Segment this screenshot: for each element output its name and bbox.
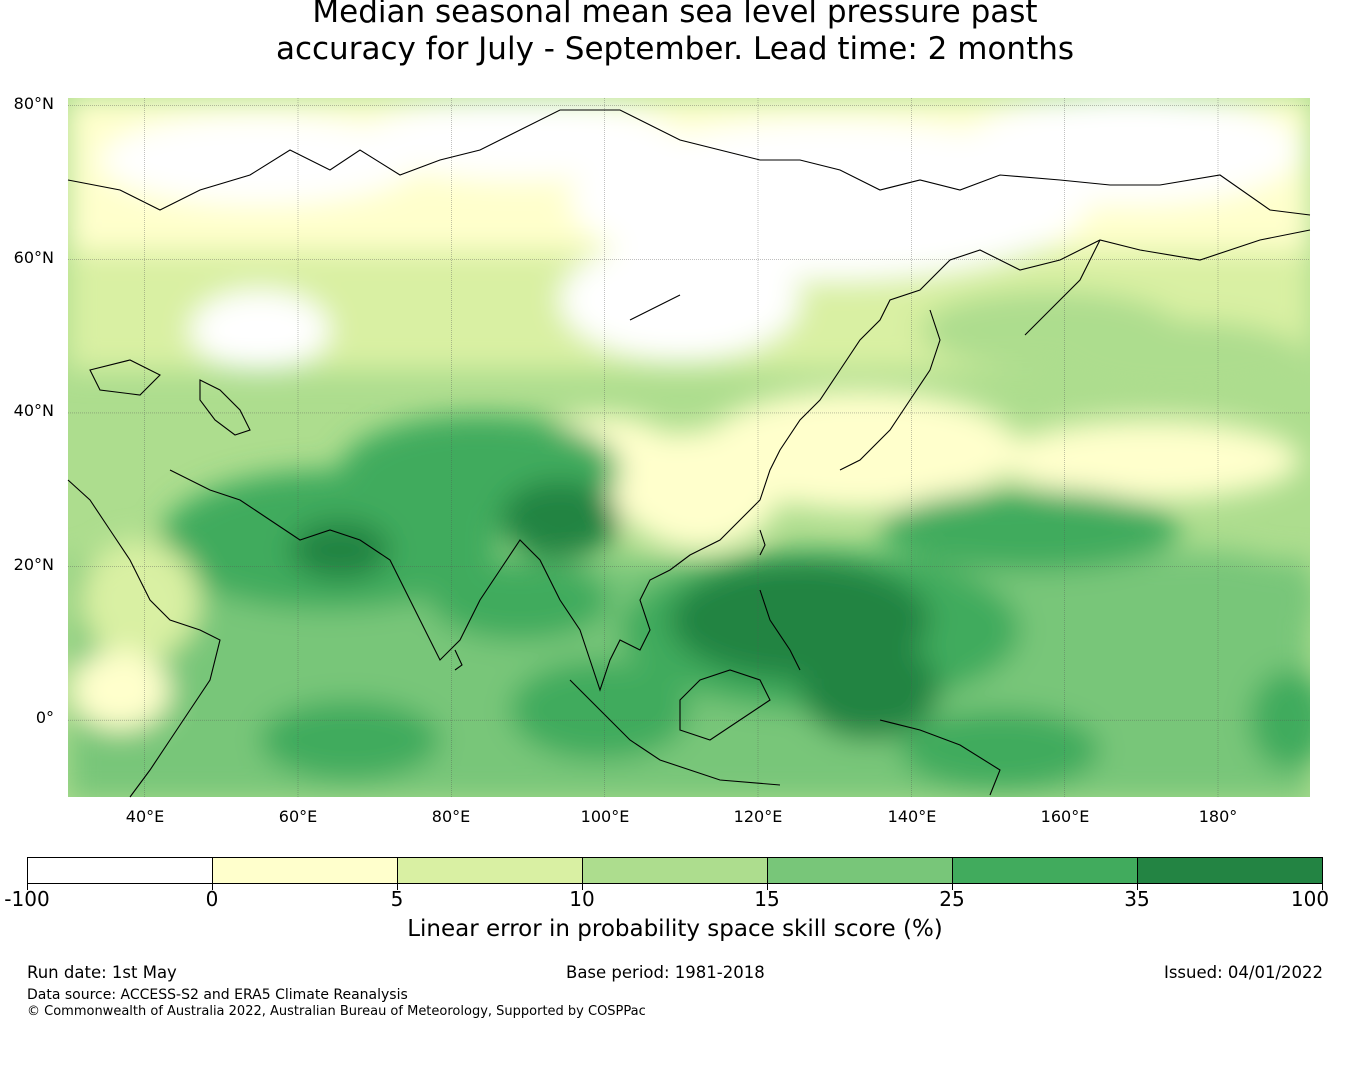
coastline-philippines [759, 589, 801, 671]
colorbar-tick-label-25: 25 [939, 887, 965, 911]
colorbar-tick [582, 884, 583, 890]
colorbar-tick-label-0: 0 [205, 887, 219, 911]
skill-score-map [67, 98, 1311, 798]
colorbar-tick [27, 884, 28, 890]
lat-label-80: 80°N [13, 94, 54, 113]
issued-date: Issued: 04/01/2022 [1163, 963, 1323, 982]
colorbar-tick [952, 884, 953, 890]
colorbar-label: Linear error in probability space skill … [407, 916, 943, 942]
lat-label-20: 20°N [13, 555, 54, 574]
lon-label-80: 80°E [431, 807, 471, 826]
colorbar-tick [1322, 884, 1323, 890]
colorbar-segment [398, 858, 583, 883]
coastline-borneo [679, 669, 771, 741]
lon-label-100: 100°E [580, 807, 630, 826]
lon-label-180: 180° [1198, 807, 1238, 826]
colorbar-tick [1137, 884, 1138, 890]
colorbar-segment [583, 858, 768, 883]
run-date: Run date: 1st May [27, 963, 177, 982]
colorbar-tick [767, 884, 768, 890]
coastline-taiwan [759, 529, 766, 556]
lon-label-140: 140°E [887, 807, 937, 826]
map-gridlines [68, 98, 1310, 797]
colorbar-segment [213, 858, 398, 883]
copyright: © Commonwealth of Australia 2022, Austra… [27, 1004, 646, 1019]
skill-field [68, 98, 1310, 797]
colorbar-tick [212, 884, 213, 890]
colorbar-tick-label-minus100: -100 [4, 887, 50, 911]
map-title: Median seasonal mean sea level pressure … [0, 0, 1350, 68]
colorbar-segment [1138, 858, 1322, 883]
coastline-black-sea [89, 359, 161, 396]
title-line-2: accuracy for July - September. Lead time… [275, 31, 1075, 67]
data-source: Data source: ACCESS-S2 and ERA5 Climate … [27, 987, 408, 1003]
lon-label-40: 40°E [125, 807, 165, 826]
coastline-lake-baikal [629, 294, 681, 321]
coastline-pacific-east-asia [169, 229, 1311, 692]
lon-label-60: 60°E [278, 807, 318, 826]
colorbar-tick-label-5: 5 [390, 887, 404, 911]
colorbar-tick-label-100: 100 [1290, 887, 1330, 911]
title-line-1: Median seasonal mean sea level pressure … [312, 0, 1038, 30]
coastline-sri-lanka [454, 649, 463, 671]
colorbar-segment [953, 858, 1138, 883]
lon-label-120: 120°E [733, 807, 783, 826]
coastline-japan [839, 309, 941, 471]
colorbar-tick-label-10: 10 [569, 887, 595, 911]
coastline-arctic [67, 109, 1311, 216]
coastlines [67, 109, 1311, 798]
lat-label-60: 60°N [13, 248, 54, 267]
colorbar [27, 857, 1323, 884]
colorbar-tick [397, 884, 398, 890]
coastline-arabia-africa [67, 479, 221, 798]
base-period: Base period: 1981-2018 [566, 963, 765, 982]
coastline-new-guinea [879, 719, 1001, 796]
colorbar-segment [768, 858, 953, 883]
coastline-caspian [199, 379, 251, 436]
coastline-sumatra-java [569, 679, 781, 786]
colorbar-tick-label-15: 15 [754, 887, 780, 911]
lat-label-0: 0° [35, 708, 54, 727]
lon-label-160: 160°E [1040, 807, 1090, 826]
coastline-kamchatka [1024, 239, 1101, 336]
colorbar-tick-label-35: 35 [1124, 887, 1150, 911]
lat-label-40: 40°N [13, 401, 54, 420]
colorbar-segment [28, 858, 213, 883]
